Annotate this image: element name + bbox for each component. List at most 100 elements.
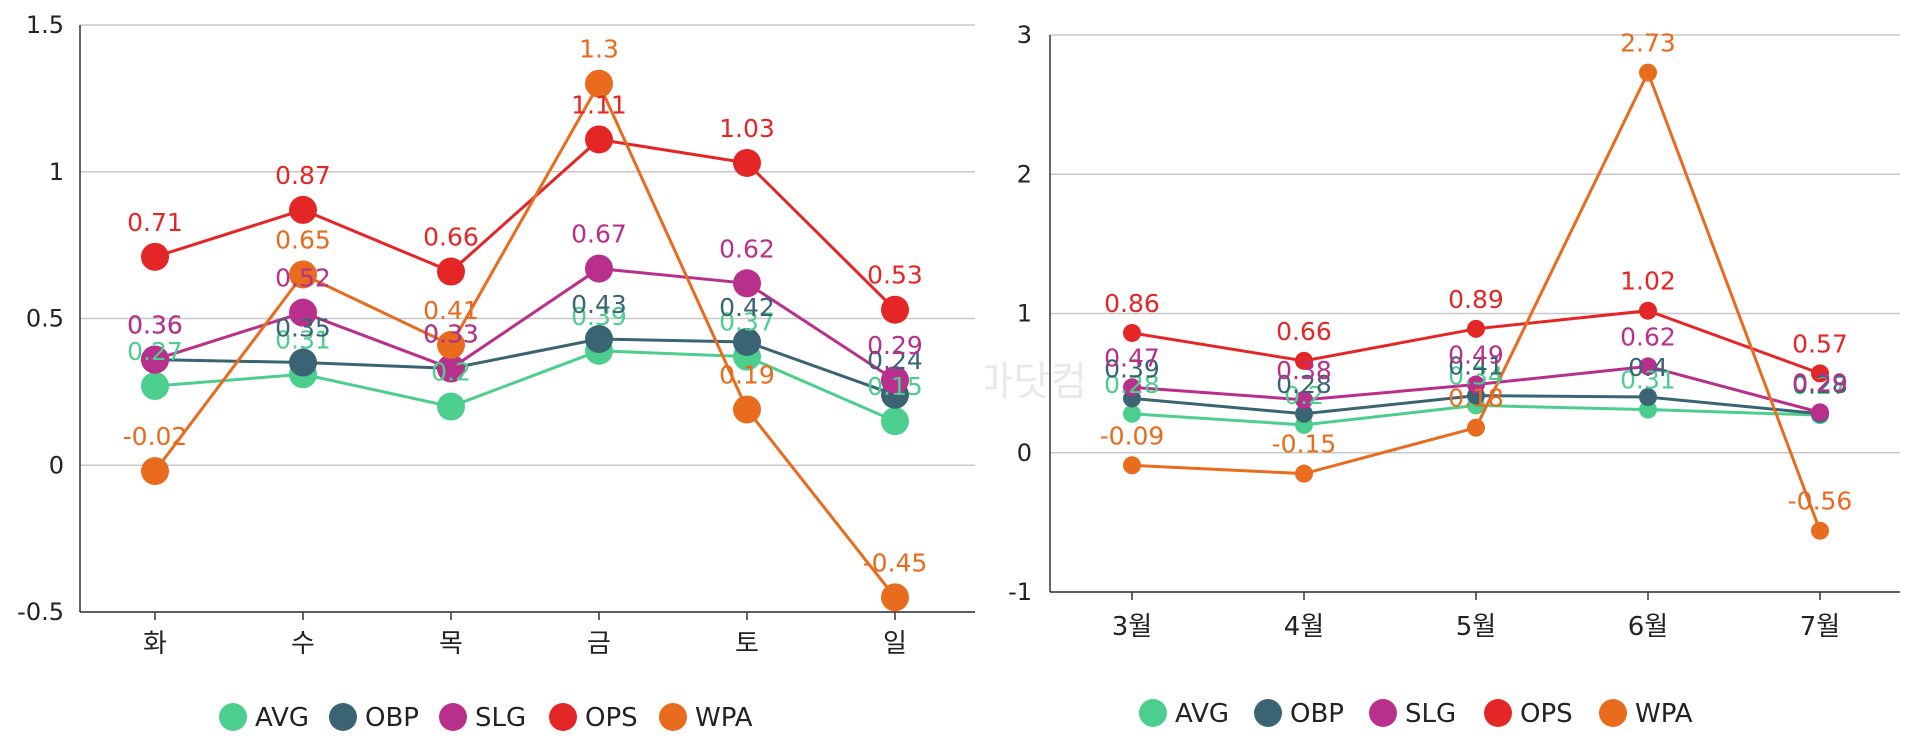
x-tick-label: 7월 <box>1800 612 1840 642</box>
legend-label: OPS <box>585 703 638 733</box>
data-label-avg: 0.15 <box>867 372 923 401</box>
data-point-slg[interactable] <box>141 345 169 374</box>
legend-marker <box>1254 699 1282 727</box>
data-point-avg[interactable] <box>141 372 169 401</box>
data-point-ops[interactable] <box>881 295 909 324</box>
data-point-ops[interactable] <box>1639 301 1657 320</box>
data-point-obp[interactable] <box>289 348 317 377</box>
legend-label: OBP <box>365 703 419 733</box>
data-point-slg[interactable] <box>1123 378 1141 397</box>
legend-item-slg[interactable]: SLG <box>439 703 526 733</box>
series-ops <box>141 125 909 324</box>
series-avg <box>1123 396 1829 434</box>
data-label-avg: 0.27 <box>127 337 183 366</box>
data-point-obp[interactable] <box>1295 404 1313 423</box>
x-tick-label: 3월 <box>1112 612 1152 642</box>
data-point-avg[interactable] <box>881 407 909 436</box>
series-slg <box>1123 357 1829 422</box>
data-point-slg[interactable] <box>437 354 465 383</box>
data-point-wpa[interactable] <box>585 69 613 98</box>
data-point-obp[interactable] <box>1639 388 1657 407</box>
data-point-obp[interactable] <box>733 327 761 356</box>
data-point-wpa[interactable] <box>1123 456 1141 475</box>
series-line-wpa <box>153 80 897 599</box>
data-label-obp: 0.43 <box>571 290 627 319</box>
data-label-wpa: 0.41 <box>423 296 479 325</box>
x-tick-label: 6월 <box>1628 612 1668 642</box>
monthly-chart-panel: 3210-13월4월5월6월7월동르마닷컴0.280.20.340.310.27… <box>985 0 1920 752</box>
data-point-slg[interactable] <box>585 254 613 283</box>
legend-marker <box>1599 699 1627 727</box>
x-tick-label: 목 <box>439 629 463 659</box>
series-avg <box>141 336 909 436</box>
legend-item-slg[interactable]: SLG <box>1369 699 1456 729</box>
data-point-slg[interactable] <box>1295 390 1313 409</box>
legend-item-ops[interactable]: OPS <box>1484 699 1573 729</box>
data-point-ops[interactable] <box>141 242 169 271</box>
data-point-avg[interactable] <box>1639 400 1657 419</box>
data-label-slg: 0.38 <box>1276 356 1332 385</box>
legend-item-ops[interactable]: OPS <box>549 703 638 733</box>
data-point-slg[interactable] <box>1639 357 1657 376</box>
data-label-slg: 0.29 <box>867 331 923 360</box>
series-ops <box>1123 301 1829 383</box>
data-point-slg[interactable] <box>881 366 909 395</box>
data-label-slg: 0.36 <box>127 311 183 340</box>
data-point-wpa[interactable] <box>733 395 761 424</box>
data-point-wpa[interactable] <box>881 583 909 612</box>
legend-item-obp[interactable]: OBP <box>329 703 419 733</box>
data-label-avg: 0.28 <box>1104 370 1160 399</box>
y-tick-label: 2 <box>1017 160 1032 188</box>
data-point-ops[interactable] <box>1811 364 1829 383</box>
data-label-ops: 0.87 <box>275 161 331 190</box>
data-label-wpa: -0.15 <box>1272 430 1337 459</box>
legend-label: AVG <box>255 703 309 733</box>
data-point-wpa[interactable] <box>141 457 169 486</box>
data-point-ops[interactable] <box>733 148 761 177</box>
data-label-obp: 0.28 <box>1276 370 1332 399</box>
data-point-wpa[interactable] <box>1295 464 1313 483</box>
data-point-slg[interactable] <box>289 298 317 327</box>
legend-label: WPA <box>695 703 753 733</box>
legend-marker <box>549 703 577 731</box>
data-point-wpa[interactable] <box>1811 521 1829 540</box>
legend-item-wpa[interactable]: WPA <box>659 703 753 733</box>
data-label-avg: 0.2 <box>431 358 471 387</box>
data-label-obp: 0.35 <box>275 314 331 343</box>
data-point-obp[interactable] <box>585 325 613 354</box>
data-point-avg[interactable] <box>437 392 465 421</box>
series-wpa <box>141 69 909 612</box>
legend-label: WPA <box>1635 699 1693 729</box>
data-point-avg[interactable] <box>1123 404 1141 423</box>
data-point-ops[interactable] <box>437 257 465 286</box>
data-point-wpa[interactable] <box>1467 418 1485 437</box>
y-tick-label: 0 <box>49 451 64 479</box>
data-point-ops[interactable] <box>1295 351 1313 370</box>
data-label-wpa: 0.19 <box>719 360 775 389</box>
legend-item-obp[interactable]: OBP <box>1254 699 1344 729</box>
legend-item-avg[interactable]: AVG <box>1139 699 1229 729</box>
data-point-ops[interactable] <box>1123 323 1141 342</box>
legend-item-avg[interactable]: AVG <box>219 703 309 733</box>
data-point-slg[interactable] <box>1467 375 1485 394</box>
data-point-ops[interactable] <box>289 195 317 224</box>
x-tick-label: 4월 <box>1284 612 1324 642</box>
data-label-wpa: 1.3 <box>579 35 619 64</box>
data-point-wpa[interactable] <box>1639 63 1657 82</box>
legend-marker <box>219 703 247 731</box>
data-point-ops[interactable] <box>1467 319 1485 338</box>
data-point-slg[interactable] <box>1811 403 1829 422</box>
legend-label: SLG <box>1405 699 1456 729</box>
data-label-obp: 0.24 <box>867 346 923 375</box>
data-point-slg[interactable] <box>733 269 761 298</box>
data-point-ops[interactable] <box>585 125 613 154</box>
data-label-ops: 0.66 <box>423 223 479 252</box>
data-point-wpa[interactable] <box>437 330 465 359</box>
data-point-wpa[interactable] <box>289 260 317 289</box>
data-label-avg: 0.31 <box>1620 366 1676 395</box>
y-tick-label: 3 <box>1017 21 1032 49</box>
data-label-ops: 1.03 <box>719 114 775 143</box>
legend-item-wpa[interactable]: WPA <box>1599 699 1693 729</box>
data-label-avg: 0.2 <box>1284 381 1324 410</box>
